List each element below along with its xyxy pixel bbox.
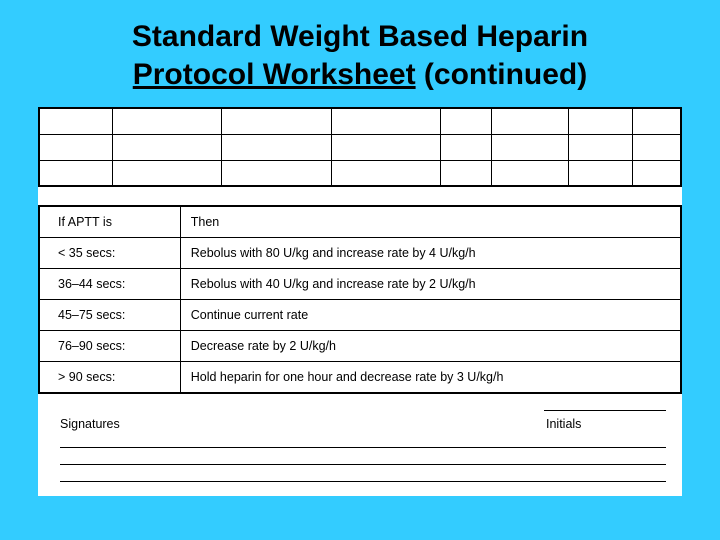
grid-cell [492,160,569,186]
protocol-row: > 90 secs: Hold heparin for one hour and… [39,362,681,394]
signatures-section: Signatures Initials [60,410,666,482]
slide: Standard Weight Based Heparin Protocol W… [0,0,720,540]
protocol-condition: < 35 secs: [39,238,180,269]
grid-cell [222,108,331,134]
grid-cell [113,160,222,186]
monitoring-grid [38,107,682,187]
title-line2-underlined: Protocol Worksheet [133,58,416,91]
signatures-label: Signatures [60,417,546,431]
protocol-table: If APTT is Then < 35 secs: Rebolus with … [38,205,682,394]
grid-cell [569,160,633,186]
grid-cell [222,160,331,186]
signature-line [60,447,666,448]
title-line2-plain: (continued) [416,58,588,91]
protocol-condition: 76–90 secs: [39,331,180,362]
protocol-header-action: Then [180,206,681,238]
content-panel: If APTT is Then < 35 secs: Rebolus with … [38,107,682,496]
grid-cell [569,108,633,134]
protocol-action: Hold heparin for one hour and decrease r… [180,362,681,394]
grid-cell [331,108,440,134]
initials-label: Initials [546,417,666,431]
page-title: Standard Weight Based Heparin Protocol W… [38,18,682,93]
grid-cell [39,134,113,160]
protocol-action: Rebolus with 80 U/kg and increase rate b… [180,238,681,269]
grid-cell [569,134,633,160]
grid-row [39,160,681,186]
protocol-action: Decrease rate by 2 U/kg/h [180,331,681,362]
signature-line [60,464,666,465]
protocol-row: < 35 secs: Rebolus with 80 U/kg and incr… [39,238,681,269]
grid-row [39,134,681,160]
grid-cell [39,108,113,134]
grid-cell [222,134,331,160]
title-line1: Standard Weight Based Heparin [132,20,588,53]
grid-cell [440,134,491,160]
grid-cell [331,134,440,160]
grid-cell [113,134,222,160]
protocol-row: 45–75 secs: Continue current rate [39,300,681,331]
spacer [38,187,682,205]
signature-short-line [544,410,666,411]
protocol-condition: 36–44 secs: [39,269,180,300]
grid-cell [39,160,113,186]
grid-cell [492,108,569,134]
grid-cell [492,134,569,160]
grid-cell [633,108,681,134]
protocol-header-row: If APTT is Then [39,206,681,238]
grid-cell [113,108,222,134]
protocol-row: 36–44 secs: Rebolus with 40 U/kg and inc… [39,269,681,300]
grid-row [39,108,681,134]
signature-labels: Signatures Initials [60,417,666,431]
grid-cell [331,160,440,186]
protocol-action: Rebolus with 40 U/kg and increase rate b… [180,269,681,300]
grid-cell [440,108,491,134]
protocol-condition: 45–75 secs: [39,300,180,331]
grid-cell [633,134,681,160]
protocol-action: Continue current rate [180,300,681,331]
protocol-row: 76–90 secs: Decrease rate by 2 U/kg/h [39,331,681,362]
protocol-condition: > 90 secs: [39,362,180,394]
grid-cell [440,160,491,186]
grid-cell [633,160,681,186]
signature-line [60,481,666,482]
protocol-header-condition: If APTT is [39,206,180,238]
